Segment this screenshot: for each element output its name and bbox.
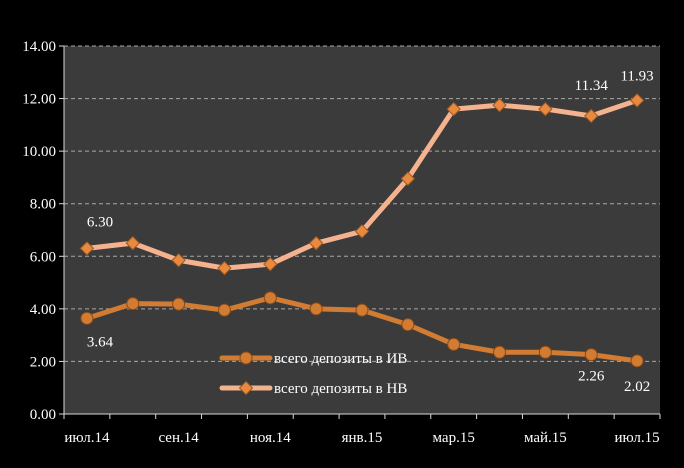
y-tick-label: 8.00 [30, 197, 56, 213]
data-point-diamond[interactable] [400, 171, 416, 186]
data-label: 2.26 [578, 369, 605, 385]
data-label: 2.02 [624, 379, 650, 395]
data-point-diamond[interactable] [446, 101, 461, 117]
y-tick-label: 4.00 [30, 302, 56, 318]
data-point-diamond[interactable] [492, 97, 507, 113]
data-point-circle[interactable] [630, 354, 644, 368]
data-point-diamond[interactable] [308, 235, 324, 251]
data-point-diamond [238, 380, 254, 396]
data-point-circle[interactable] [126, 297, 140, 311]
data-point-circle[interactable] [401, 318, 415, 332]
y-tick-label: 10.00 [22, 144, 56, 160]
x-tick-label: июл.14 [64, 430, 110, 446]
y-tick-label: 0.00 [30, 407, 56, 423]
x-tick-label: мар.15 [433, 430, 475, 446]
data-label: 11.93 [620, 68, 653, 84]
data-point-circle[interactable] [172, 297, 186, 311]
legend-label: всего депозиты в НВ [274, 381, 407, 397]
data-point-diamond[interactable] [538, 101, 553, 117]
data-point-diamond[interactable] [629, 93, 645, 108]
data-point-diamond[interactable] [263, 256, 278, 272]
x-tick-label: ноя.14 [250, 430, 291, 446]
data-point-circle[interactable] [538, 345, 552, 359]
data-label: 11.34 [575, 78, 609, 94]
x-tick-label: июл.15 [615, 430, 660, 446]
data-point-diamond[interactable] [217, 260, 232, 276]
series-1 [80, 291, 644, 368]
legend-item-2[interactable]: всего депозиты в НВ [219, 380, 407, 397]
data-point-circle[interactable] [80, 311, 94, 325]
data-point-circle [239, 351, 253, 365]
legend-item-1[interactable]: всего депозиты в ИВ [219, 351, 407, 367]
y-tick-label: 12.00 [22, 92, 56, 108]
data-point-circle[interactable] [217, 303, 231, 317]
y-tick-label: 6.00 [30, 249, 56, 265]
x-tick-label: сен.14 [158, 430, 199, 446]
x-tick-label: янв.15 [342, 430, 383, 446]
data-point-diamond[interactable] [79, 241, 95, 256]
y-tick-label: 14.00 [22, 39, 56, 55]
data-point-circle[interactable] [584, 348, 598, 362]
axes [63, 46, 660, 415]
data-point-circle[interactable] [309, 302, 323, 316]
legend-label: всего депозиты в ИВ [274, 351, 407, 367]
legend[interactable]: всего депозиты в ИВ всего депозиты в НВ [219, 351, 407, 397]
data-point-circle[interactable] [447, 337, 461, 351]
y-tick-label: 2.00 [30, 354, 56, 370]
y-axis-ticks: 0.00 2.00 4.00 6.00 8.00 10.00 12.00 14.00 [22, 39, 64, 423]
x-axis-ticks: июл.14 сен.14 ноя.14 янв.15 мар.15 май.15 июл.… [63, 414, 661, 446]
data-label: 6.30 [87, 214, 113, 230]
data-point-circle[interactable] [263, 291, 277, 305]
data-point-diamond[interactable] [354, 224, 370, 239]
x-tick-label: май.15 [524, 430, 567, 446]
series-group [79, 93, 645, 368]
data-point-circle[interactable] [493, 345, 507, 359]
data-labels: 3.64 2.26 2.02 6.30 11.34 11.93 [87, 68, 654, 394]
data-point-circle[interactable] [355, 303, 369, 317]
data-point-diamond[interactable] [125, 235, 140, 251]
data-label: 3.64 [87, 334, 114, 350]
data-point-diamond[interactable] [584, 108, 599, 124]
data-point-diamond[interactable] [171, 253, 186, 268]
series-2 [79, 93, 645, 276]
